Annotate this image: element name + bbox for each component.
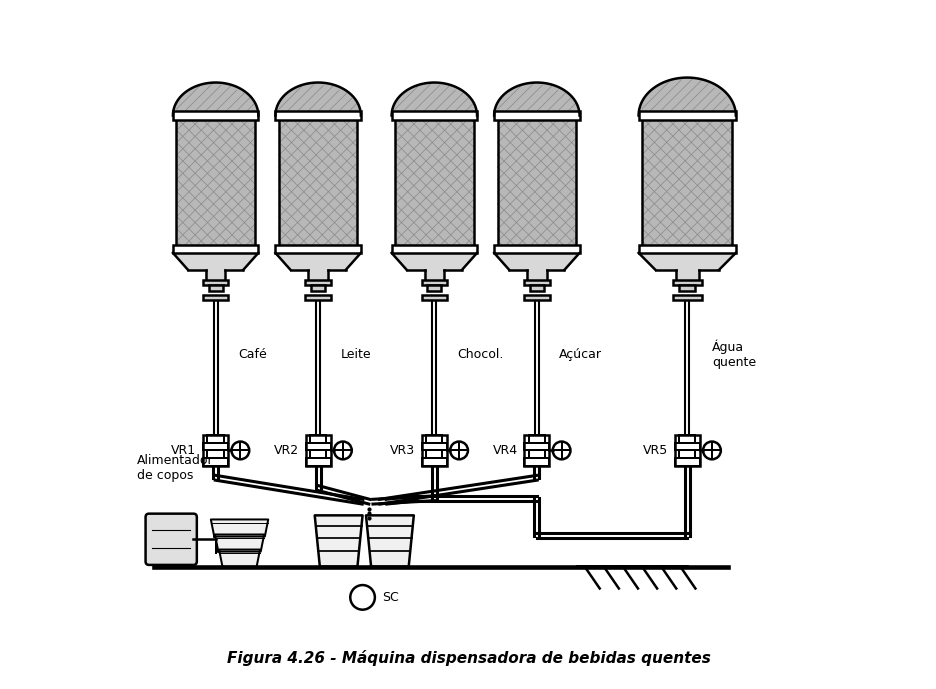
Bar xyxy=(672,296,701,300)
Polygon shape xyxy=(214,535,264,552)
Polygon shape xyxy=(638,253,735,280)
Bar xyxy=(305,458,330,466)
Bar xyxy=(421,280,446,285)
Bar xyxy=(493,112,579,120)
Bar xyxy=(672,280,701,285)
Bar xyxy=(310,451,326,458)
Bar xyxy=(524,458,548,466)
Bar xyxy=(524,443,548,451)
Polygon shape xyxy=(211,520,268,537)
Bar xyxy=(427,285,441,291)
Bar xyxy=(311,285,325,291)
Bar xyxy=(426,435,442,443)
Bar xyxy=(524,435,548,466)
Bar xyxy=(638,245,735,253)
Bar xyxy=(173,112,258,120)
Bar xyxy=(426,451,442,458)
Polygon shape xyxy=(366,515,414,566)
Bar xyxy=(202,296,228,300)
Bar xyxy=(305,443,330,451)
Bar xyxy=(523,296,549,300)
Bar xyxy=(176,116,255,249)
Text: Água
quente: Água quente xyxy=(711,340,755,369)
Text: VR1: VR1 xyxy=(171,444,197,457)
Text: Chocol.: Chocol. xyxy=(457,348,503,361)
Text: Café: Café xyxy=(238,348,267,361)
Bar xyxy=(207,435,224,443)
Bar xyxy=(209,285,222,291)
Bar xyxy=(674,458,699,466)
Bar xyxy=(523,280,549,285)
Polygon shape xyxy=(173,253,258,280)
Bar xyxy=(203,458,227,466)
Bar xyxy=(421,443,446,451)
Text: VR2: VR2 xyxy=(273,444,299,457)
Bar xyxy=(395,116,473,249)
Polygon shape xyxy=(638,78,735,116)
Bar xyxy=(203,435,227,466)
Circle shape xyxy=(449,442,467,460)
Bar xyxy=(421,296,446,300)
Bar xyxy=(528,451,545,458)
Circle shape xyxy=(333,442,351,460)
Circle shape xyxy=(552,442,570,460)
Polygon shape xyxy=(493,83,579,116)
Bar xyxy=(674,443,699,451)
Bar xyxy=(674,435,699,466)
Bar xyxy=(528,435,545,443)
Bar xyxy=(173,245,258,253)
Circle shape xyxy=(231,442,249,460)
Text: Alimentador
de copos: Alimentador de copos xyxy=(137,454,213,482)
Polygon shape xyxy=(173,83,258,116)
Bar xyxy=(493,245,579,253)
Bar xyxy=(497,116,576,249)
Text: SC: SC xyxy=(381,591,398,604)
Polygon shape xyxy=(314,515,362,566)
Bar xyxy=(305,280,330,285)
Bar xyxy=(530,285,543,291)
Text: VR5: VR5 xyxy=(642,444,667,457)
Text: Figura 4.26 - Máquina dispensadora de bebidas quentes: Figura 4.26 - Máquina dispensadora de be… xyxy=(227,650,709,666)
Bar xyxy=(305,435,330,466)
Bar xyxy=(203,443,227,451)
Bar xyxy=(641,116,732,249)
Polygon shape xyxy=(275,83,360,116)
Polygon shape xyxy=(391,253,476,280)
Polygon shape xyxy=(219,550,260,566)
Bar xyxy=(638,112,735,120)
Bar xyxy=(391,245,476,253)
Bar xyxy=(279,116,357,249)
Bar xyxy=(421,458,446,466)
Bar xyxy=(202,280,228,285)
Bar xyxy=(310,435,326,443)
Polygon shape xyxy=(275,253,360,280)
Bar xyxy=(391,112,476,120)
Text: Açúcar: Açúcar xyxy=(559,348,602,361)
Circle shape xyxy=(702,442,720,460)
Bar xyxy=(275,245,360,253)
Bar xyxy=(275,112,360,120)
Text: VR3: VR3 xyxy=(389,444,415,457)
Polygon shape xyxy=(493,253,579,280)
FancyBboxPatch shape xyxy=(145,514,197,565)
Bar xyxy=(679,451,695,458)
Bar xyxy=(679,435,695,443)
Bar xyxy=(305,296,330,300)
Text: VR4: VR4 xyxy=(492,444,517,457)
Bar xyxy=(207,451,224,458)
Bar xyxy=(421,435,446,466)
Circle shape xyxy=(350,585,374,610)
Text: Leite: Leite xyxy=(341,348,371,361)
Bar xyxy=(679,285,695,291)
Polygon shape xyxy=(391,83,476,116)
